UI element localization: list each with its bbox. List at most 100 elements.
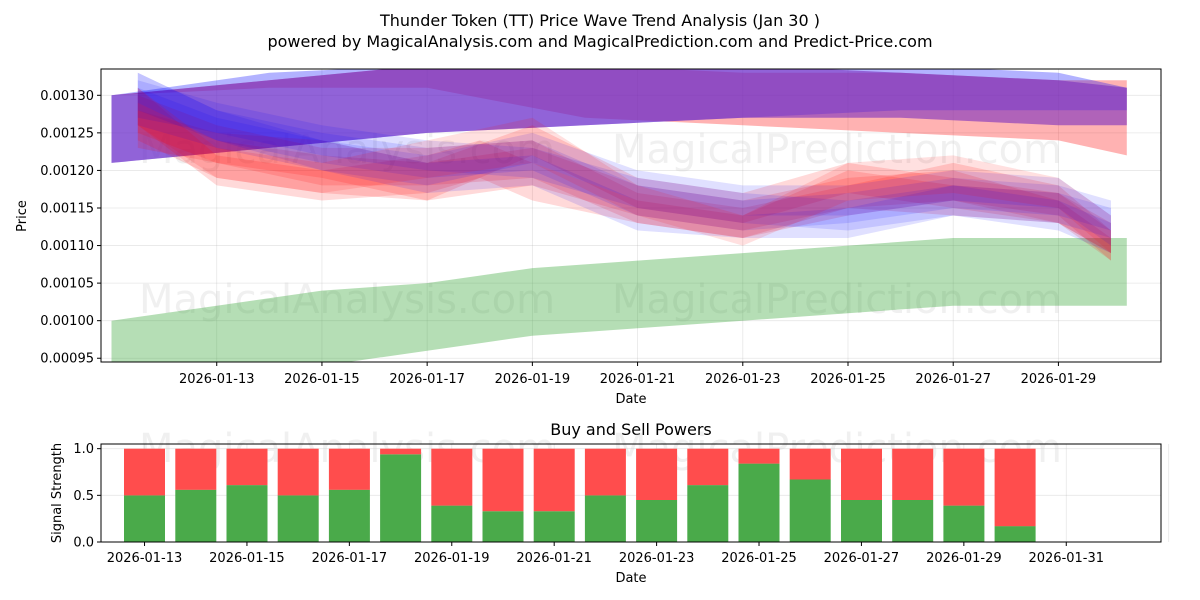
x-tick-label: 2026-01-19 bbox=[414, 551, 490, 566]
band-purple-outer bbox=[111, 69, 1127, 163]
buy-bar bbox=[636, 500, 678, 542]
x-tick-label: 2026-01-15 bbox=[284, 372, 360, 387]
sell-bar bbox=[328, 448, 370, 490]
watermark-prediction: MagicalPrediction.com bbox=[612, 277, 1062, 323]
buy-bar bbox=[431, 505, 473, 542]
chart-title: Thunder Token (TT) Price Wave Trend Anal… bbox=[379, 11, 820, 30]
buy-bar bbox=[943, 505, 985, 542]
band-green-outer bbox=[111, 238, 1127, 362]
buy-bar bbox=[789, 479, 831, 542]
price-y-label: Price bbox=[15, 200, 30, 232]
buy-bar bbox=[380, 454, 422, 542]
x-tick-label: 2026-01-27 bbox=[824, 551, 900, 566]
buy-bar bbox=[994, 526, 1036, 542]
wave-band bbox=[137, 87, 1112, 254]
price-bands bbox=[111, 69, 1127, 362]
sell-bar bbox=[994, 448, 1036, 527]
price-x-label: Date bbox=[615, 392, 646, 407]
signal-y-label: Signal Strength bbox=[50, 443, 65, 543]
x-tick-label: 2026-01-17 bbox=[312, 551, 388, 566]
x-tick-label: 2026-01-25 bbox=[721, 551, 797, 566]
x-tick-label: 2026-01-27 bbox=[915, 372, 991, 387]
sell-bar bbox=[226, 448, 268, 486]
y-tick-label: 0.00100 bbox=[40, 314, 94, 329]
price-waves bbox=[137, 72, 1112, 261]
wave-band bbox=[137, 80, 1112, 238]
sell-bar bbox=[892, 448, 934, 500]
watermark-prediction: MagicalPrediction.com bbox=[612, 127, 1062, 173]
x-tick-label: 2026-01-31 bbox=[1028, 551, 1104, 566]
buy-bar bbox=[738, 463, 780, 542]
sell-bar bbox=[482, 448, 524, 512]
x-tick-label: 2026-01-19 bbox=[495, 372, 571, 387]
wave-band bbox=[137, 87, 1112, 254]
wave-band bbox=[137, 72, 1112, 231]
y-tick-label: 0.00110 bbox=[40, 239, 94, 254]
price-panel: MagicalAnalysis.com MagicalPrediction.co… bbox=[15, 68, 1162, 407]
y-tick-label: 0.00120 bbox=[40, 164, 94, 179]
buy-bar bbox=[328, 489, 370, 542]
sell-bar bbox=[431, 448, 473, 506]
buy-bar bbox=[124, 495, 165, 542]
sell-bar bbox=[277, 448, 319, 496]
y-tick-label: 0.00105 bbox=[40, 277, 94, 292]
signal-x-label: Date bbox=[615, 571, 646, 586]
wave-band bbox=[137, 87, 1112, 246]
buy-bar bbox=[533, 511, 575, 542]
buy-bar bbox=[277, 495, 319, 542]
sell-bar bbox=[584, 448, 626, 496]
sell-bar bbox=[533, 448, 575, 512]
sell-bar bbox=[841, 448, 882, 500]
sell-bar bbox=[636, 448, 678, 500]
signal-x-axis: 2026-01-13 2026-01-15 2026-01-17 2026-01-19… bbox=[107, 542, 1104, 566]
x-tick-label: 2026-01-13 bbox=[179, 372, 255, 387]
x-tick-label: 2026-01-17 bbox=[389, 372, 465, 387]
y-tick-label: 0.00115 bbox=[40, 201, 94, 216]
x-tick-label: 2026-01-13 bbox=[107, 551, 183, 566]
sell-bar bbox=[380, 448, 422, 455]
buy-bar bbox=[482, 511, 524, 542]
wave-band bbox=[137, 110, 1112, 254]
price-x-axis: 2026-01-13 2026-01-15 2026-01-17 2026-01-19… bbox=[179, 362, 1096, 387]
buy-bar bbox=[584, 495, 626, 542]
buy-bar bbox=[892, 500, 934, 542]
buy-bar bbox=[687, 485, 729, 542]
buy-bar bbox=[226, 485, 268, 542]
sell-bar bbox=[124, 448, 165, 496]
buy-bar bbox=[841, 500, 882, 542]
sell-bar bbox=[175, 448, 217, 490]
y-tick-label: 0.00125 bbox=[40, 126, 94, 141]
x-tick-label: 2026-01-25 bbox=[810, 372, 886, 387]
sell-bar bbox=[789, 448, 831, 480]
chart-subtitle: powered by MagicalAnalysis.com and Magic… bbox=[267, 32, 932, 51]
signal-panel: Buy and Sell Powers MagicalAnalysis.com … bbox=[50, 420, 1170, 586]
y-tick-label: 0.0 bbox=[73, 536, 94, 551]
sell-bar bbox=[687, 448, 729, 486]
wave-band bbox=[137, 102, 1112, 261]
watermark-analysis: MagicalAnalysis.com bbox=[139, 277, 555, 323]
wave-band bbox=[137, 95, 1112, 261]
y-tick-label: 0.00130 bbox=[40, 89, 94, 104]
x-tick-label: 2026-01-21 bbox=[516, 551, 592, 566]
signal-bars bbox=[124, 448, 1036, 542]
y-tick-label: 0.00095 bbox=[40, 352, 94, 367]
signal-y-axis: 0.0 0.5 1.0 bbox=[73, 442, 101, 551]
price-plot-frame bbox=[100, 68, 1162, 363]
sell-bar bbox=[738, 448, 780, 464]
price-y-axis: 0.00095 0.00100 0.00105 0.00110 0.00115 0.001… bbox=[40, 89, 101, 367]
y-tick-label: 1.0 bbox=[73, 442, 94, 457]
x-tick-label: 2026-01-15 bbox=[209, 551, 285, 566]
x-tick-label: 2026-01-23 bbox=[619, 551, 695, 566]
x-tick-label: 2026-01-29 bbox=[1021, 372, 1097, 387]
x-tick-label: 2026-01-23 bbox=[705, 372, 781, 387]
wave-band bbox=[137, 72, 1112, 254]
x-tick-label: 2026-01-29 bbox=[926, 551, 1002, 566]
sell-bar bbox=[943, 448, 985, 506]
signal-plot-frame bbox=[100, 443, 1162, 543]
buy-bar bbox=[175, 489, 217, 542]
signal-title: Buy and Sell Powers bbox=[550, 420, 712, 439]
y-tick-label: 0.5 bbox=[73, 489, 94, 504]
watermark-prediction: MagicalPrediction.com bbox=[612, 426, 1062, 472]
x-tick-label: 2026-01-21 bbox=[600, 372, 676, 387]
